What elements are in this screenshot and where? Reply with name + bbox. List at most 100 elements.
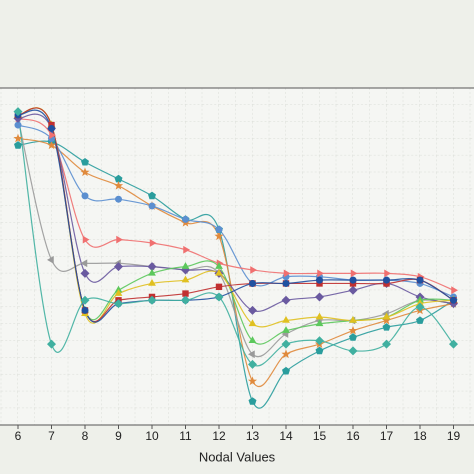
marker: [14, 121, 22, 129]
x-tick-label: 11: [179, 429, 192, 443]
marker: [47, 255, 54, 264]
marker: [47, 339, 56, 349]
marker: [49, 131, 56, 140]
marker: [248, 336, 257, 343]
marker: [449, 339, 458, 349]
marker: [181, 275, 190, 283]
marker: [247, 376, 258, 386]
marker: [147, 295, 157, 305]
marker: [13, 107, 23, 117]
marker: [147, 262, 157, 272]
marker: [348, 325, 358, 335]
marker: [13, 133, 23, 143]
marker: [14, 141, 22, 149]
marker: [281, 339, 291, 349]
marker: [315, 292, 324, 302]
marker: [214, 231, 224, 241]
marker: [149, 239, 157, 247]
marker: [114, 289, 123, 296]
x-tick-label: 6: [15, 429, 22, 443]
marker: [215, 283, 223, 291]
marker: [349, 333, 357, 341]
x-tick-label: 12: [212, 429, 226, 443]
marker: [114, 299, 123, 309]
marker: [80, 259, 88, 268]
marker: [80, 167, 90, 177]
x-axis-title: Nodal Values: [199, 449, 276, 464]
marker: [81, 192, 89, 200]
marker: [349, 316, 357, 323]
marker: [282, 316, 290, 323]
marker: [281, 295, 291, 305]
marker: [48, 124, 55, 132]
marker: [215, 268, 223, 276]
marker: [182, 215, 189, 223]
x-tick-label: 10: [145, 429, 159, 443]
x-tick-label: 15: [313, 429, 327, 443]
marker: [46, 140, 57, 150]
x-tick-label: 19: [447, 429, 461, 443]
marker: [348, 285, 358, 295]
marker: [81, 157, 89, 166]
marker: [183, 245, 190, 254]
marker: [248, 350, 255, 359]
x-tick-label: 8: [82, 429, 89, 443]
marker: [248, 305, 257, 315]
marker: [116, 235, 123, 244]
marker: [315, 312, 324, 320]
marker: [315, 336, 324, 346]
series-line: [17, 118, 454, 358]
marker: [281, 349, 291, 359]
grid: [0, 88, 474, 425]
marker: [282, 279, 290, 287]
marker: [148, 278, 156, 286]
marker: [416, 316, 424, 324]
marker: [450, 296, 457, 304]
marker: [181, 262, 190, 269]
marker: [181, 295, 190, 305]
marker: [82, 235, 90, 244]
marker: [148, 191, 156, 200]
marker: [114, 174, 123, 183]
marker: [115, 195, 122, 203]
marker: [381, 315, 392, 325]
marker: [349, 276, 357, 284]
marker: [315, 346, 324, 355]
marker: [248, 359, 257, 369]
marker: [215, 226, 223, 234]
x-tick-label: 13: [246, 429, 260, 443]
marker: [113, 180, 124, 190]
marker: [250, 266, 257, 274]
marker: [148, 268, 156, 276]
x-tick-label: 18: [413, 429, 427, 443]
marker: [415, 302, 425, 312]
marker: [248, 397, 257, 405]
series-line: [17, 140, 454, 409]
marker: [248, 319, 257, 327]
marker: [383, 276, 390, 284]
marker: [348, 346, 358, 356]
marker: [182, 290, 189, 297]
marker: [80, 295, 90, 305]
marker: [382, 312, 391, 320]
marker: [317, 269, 324, 278]
marker: [350, 269, 358, 278]
marker: [283, 269, 291, 278]
marker: [215, 262, 223, 269]
marker: [416, 276, 424, 284]
marker: [249, 279, 256, 287]
marker: [81, 306, 89, 314]
marker: [316, 276, 323, 284]
marker: [214, 292, 224, 302]
marker: [80, 268, 90, 278]
x-tick-label: 7: [48, 429, 55, 443]
marker: [282, 326, 290, 333]
marker: [382, 323, 391, 331]
marker: [282, 366, 290, 375]
marker: [382, 339, 391, 349]
x-tick-label: 9: [115, 429, 122, 443]
marker: [315, 319, 324, 327]
x-tick-label: 14: [279, 429, 293, 443]
x-tick-label: 17: [380, 429, 394, 443]
